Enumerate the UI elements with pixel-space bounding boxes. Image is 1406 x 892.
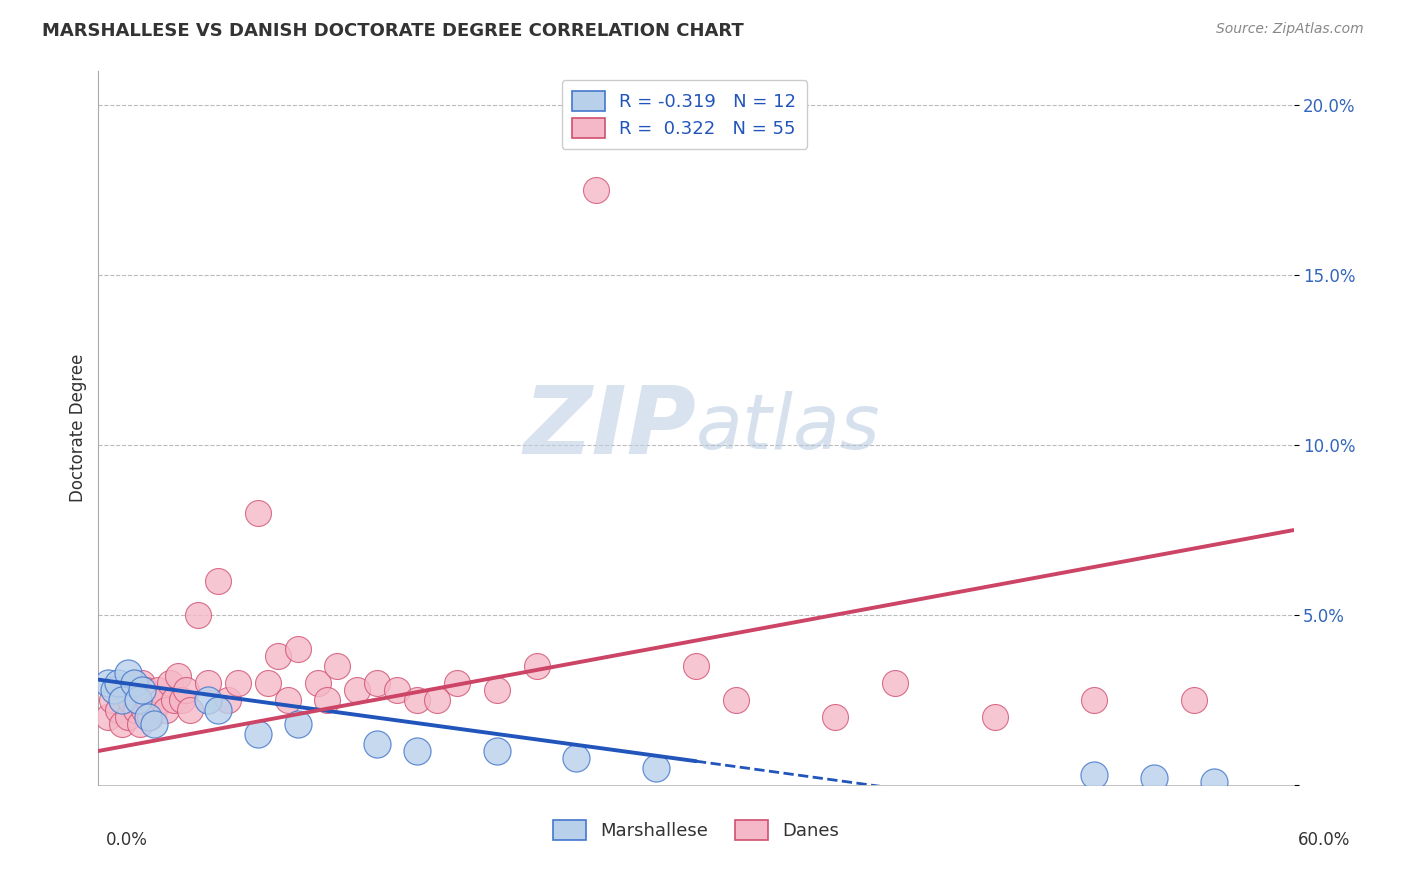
Point — [645, 761, 668, 775]
Point — [97, 710, 120, 724]
Point — [174, 682, 197, 697]
Point — [155, 703, 177, 717]
Point — [526, 659, 548, 673]
Point — [207, 703, 229, 717]
Point — [685, 659, 707, 673]
Point — [267, 648, 290, 663]
Point — [326, 659, 349, 673]
Point — [366, 737, 388, 751]
Point — [124, 676, 146, 690]
Point — [125, 703, 148, 717]
Point — [107, 703, 129, 717]
Point — [824, 710, 846, 724]
Point — [316, 693, 339, 707]
Point — [111, 693, 134, 707]
Point — [143, 703, 166, 717]
Point — [585, 183, 607, 197]
Y-axis label: Doctorate Degree: Doctorate Degree — [69, 354, 87, 502]
Point — [1083, 693, 1105, 707]
Point — [150, 693, 173, 707]
Point — [1143, 771, 1166, 785]
Point — [984, 710, 1007, 724]
Point — [131, 682, 153, 697]
Point — [565, 751, 588, 765]
Point — [1202, 774, 1225, 789]
Text: Source: ZipAtlas.com: Source: ZipAtlas.com — [1216, 22, 1364, 37]
Point — [406, 693, 429, 707]
Text: 60.0%: 60.0% — [1298, 831, 1350, 849]
Point — [139, 710, 162, 724]
Point — [103, 682, 125, 697]
Point — [346, 682, 368, 697]
Point — [1083, 768, 1105, 782]
Point — [426, 693, 449, 707]
Text: ZIP: ZIP — [523, 382, 696, 475]
Point — [277, 693, 299, 707]
Point — [120, 693, 142, 707]
Point — [117, 665, 139, 680]
Point — [127, 693, 149, 707]
Point — [246, 506, 269, 520]
Point — [217, 693, 239, 707]
Point — [172, 693, 194, 707]
Point — [256, 676, 278, 690]
Point — [134, 703, 156, 717]
Point — [131, 676, 153, 690]
Point — [136, 710, 159, 724]
Point — [129, 716, 152, 731]
Point — [107, 676, 129, 690]
Point — [111, 716, 134, 731]
Text: 0.0%: 0.0% — [105, 831, 148, 849]
Point — [406, 744, 429, 758]
Point — [366, 676, 388, 690]
Point — [197, 693, 219, 707]
Point — [884, 676, 907, 690]
Point — [485, 682, 508, 697]
Point — [167, 669, 190, 683]
Text: atlas: atlas — [696, 392, 880, 465]
Point — [115, 682, 138, 697]
Point — [135, 682, 157, 697]
Point — [136, 693, 159, 707]
Point — [207, 574, 229, 588]
Point — [446, 676, 468, 690]
Point — [143, 716, 166, 731]
Point — [179, 703, 201, 717]
Point — [124, 676, 146, 690]
Point — [226, 676, 249, 690]
Point — [148, 682, 170, 697]
Point — [385, 682, 409, 697]
Point — [724, 693, 747, 707]
Point — [307, 676, 329, 690]
Point — [127, 693, 149, 707]
Point — [287, 642, 309, 657]
Legend: Marshallese, Danes: Marshallese, Danes — [546, 813, 846, 847]
Point — [287, 716, 309, 731]
Text: MARSHALLESE VS DANISH DOCTORATE DEGREE CORRELATION CHART: MARSHALLESE VS DANISH DOCTORATE DEGREE C… — [42, 22, 744, 40]
Point — [163, 693, 186, 707]
Point — [1182, 693, 1205, 707]
Point — [117, 710, 139, 724]
Point — [159, 676, 181, 690]
Point — [197, 676, 219, 690]
Point — [246, 727, 269, 741]
Point — [97, 676, 120, 690]
Point — [101, 693, 124, 707]
Point — [485, 744, 508, 758]
Point — [187, 608, 209, 623]
